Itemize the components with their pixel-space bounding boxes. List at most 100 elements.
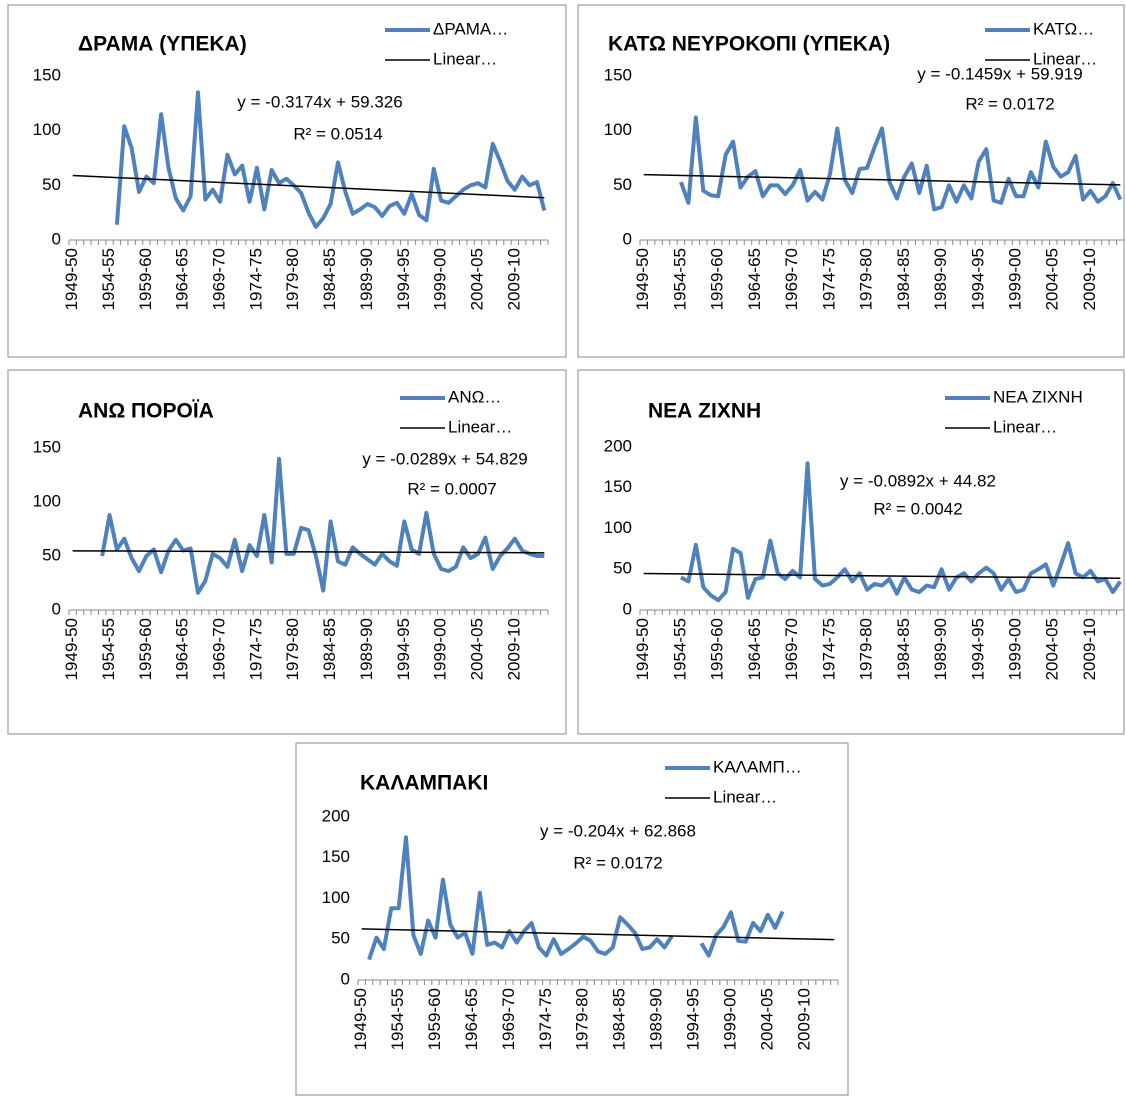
x-tick-label: 2009-10 bbox=[794, 988, 813, 1050]
y-tick-label: 0 bbox=[623, 229, 632, 248]
x-tick-label: 1999-00 bbox=[1006, 248, 1025, 310]
trend-line bbox=[72, 550, 545, 554]
y-tick-label: 100 bbox=[604, 120, 632, 139]
x-tick-label: 2009-10 bbox=[504, 618, 523, 680]
x-tick-label: 1969-70 bbox=[210, 618, 229, 680]
x-tick-label: 1974-75 bbox=[819, 618, 838, 680]
x-tick-label: 1964-65 bbox=[462, 988, 481, 1050]
x-tick-label: 1959-60 bbox=[425, 988, 444, 1050]
chart-frame bbox=[295, 742, 849, 1096]
x-tick-label: 1954-55 bbox=[670, 618, 689, 680]
chart-frame bbox=[7, 4, 567, 358]
legend-label: ΑΝΩ… bbox=[448, 387, 501, 406]
trend-equation: y = -0.3174x + 59.326 bbox=[237, 92, 402, 111]
y-tick-label: 50 bbox=[331, 929, 350, 948]
x-tick-label: 1969-70 bbox=[782, 248, 801, 310]
x-tick-label: 1984-85 bbox=[320, 248, 339, 310]
x-tick-label: 2009-10 bbox=[504, 248, 523, 310]
chart-title: ΑΝΩ ΠΟΡΟΪΑ bbox=[78, 400, 214, 423]
trend-line bbox=[72, 174, 545, 199]
x-tick-label: 2004-05 bbox=[757, 988, 776, 1050]
x-tick-label: 1969-70 bbox=[499, 988, 518, 1050]
x-tick-label: 1994-95 bbox=[394, 618, 413, 680]
x-tick-label: 2004-05 bbox=[1043, 248, 1062, 310]
trend-line bbox=[643, 173, 1121, 186]
x-tick-label: 1974-75 bbox=[246, 248, 265, 310]
x-tick-label: 2009-10 bbox=[1080, 248, 1099, 310]
legend-label: Linear… bbox=[713, 787, 777, 806]
trend-equation: y = -0.0892x + 44.82 bbox=[840, 471, 996, 490]
x-tick-label: 1959-60 bbox=[708, 618, 727, 680]
trend-equation: y = -0.0289x + 54.829 bbox=[362, 449, 527, 468]
legend-label: ΚΑΛΑΜΠ… bbox=[713, 757, 802, 776]
trend-r2: R² = 0.0172 bbox=[965, 94, 1054, 113]
x-tick-label: 1954-55 bbox=[99, 618, 118, 680]
x-tick-label: 1949-50 bbox=[62, 618, 81, 680]
x-tick-label: 1994-95 bbox=[394, 248, 413, 310]
x-tick-label: 1999-00 bbox=[1006, 618, 1025, 680]
x-tick-label: 1969-70 bbox=[210, 248, 229, 310]
chart-title: ΝΕΑ ΖΙΧΝΗ bbox=[648, 400, 761, 423]
x-tick-label: 1979-80 bbox=[857, 248, 876, 310]
y-tick-label: 150 bbox=[322, 847, 350, 866]
x-tick-label: 1949-50 bbox=[633, 248, 652, 310]
y-tick-label: 0 bbox=[52, 229, 61, 248]
legend-label: ΚΑΤΩ… bbox=[1033, 19, 1094, 38]
x-tick-label: 1954-55 bbox=[388, 988, 407, 1050]
chart-frame bbox=[577, 4, 1125, 358]
x-tick-label: 1974-75 bbox=[536, 988, 555, 1050]
legend-label: Linear… bbox=[1033, 49, 1097, 68]
data-line bbox=[100, 456, 545, 595]
x-tick-label: 1974-75 bbox=[819, 248, 838, 310]
chart-frame bbox=[7, 369, 567, 735]
x-tick-label: 1979-80 bbox=[573, 988, 592, 1050]
chart-title: ΚΑΛΑΜΠΑΚΙ bbox=[360, 772, 488, 795]
x-tick-label: 1954-55 bbox=[670, 248, 689, 310]
x-tick-label: 2004-05 bbox=[467, 618, 486, 680]
x-tick-label: 1954-55 bbox=[99, 248, 118, 310]
x-tick-label: 1994-95 bbox=[683, 988, 702, 1050]
x-tick-label: 1984-85 bbox=[610, 988, 629, 1050]
x-tick-label: 1949-50 bbox=[351, 988, 370, 1050]
y-tick-label: 100 bbox=[322, 888, 350, 907]
x-tick-label: 2004-05 bbox=[467, 248, 486, 310]
x-tick-label: 1964-65 bbox=[745, 248, 764, 310]
x-tick-label: 1974-75 bbox=[246, 618, 265, 680]
x-tick-label: 1964-65 bbox=[173, 618, 192, 680]
chart-frame bbox=[577, 369, 1125, 735]
trend-equation: y = -0.204x + 62.868 bbox=[540, 821, 696, 840]
chart-title: ΚΑΤΩ ΝΕΥΡΟΚΟΠΙ (ΥΠΕΚΑ) bbox=[608, 33, 890, 56]
x-tick-label: 1959-60 bbox=[136, 618, 155, 680]
legend-label: ΔΡΑΜΑ… bbox=[433, 19, 508, 38]
data-line bbox=[114, 90, 547, 229]
x-tick-label: 1984-85 bbox=[894, 248, 913, 310]
y-tick-label: 50 bbox=[42, 175, 61, 194]
y-tick-label: 50 bbox=[42, 545, 61, 564]
y-tick-label: 0 bbox=[52, 599, 61, 618]
x-tick-label: 1989-90 bbox=[931, 618, 950, 680]
x-tick-label: 1979-80 bbox=[283, 248, 302, 310]
y-tick-label: 100 bbox=[604, 518, 632, 537]
y-tick-label: 150 bbox=[33, 65, 61, 84]
x-tick-label: 1989-90 bbox=[647, 988, 666, 1050]
x-tick-label: 1984-85 bbox=[320, 618, 339, 680]
y-tick-label: 150 bbox=[604, 65, 632, 84]
x-tick-label: 1964-65 bbox=[173, 248, 192, 310]
y-tick-label: 50 bbox=[613, 175, 632, 194]
x-tick-label: 1959-60 bbox=[708, 248, 727, 310]
y-tick-label: 50 bbox=[613, 559, 632, 578]
y-tick-label: 100 bbox=[33, 120, 61, 139]
x-tick-label: 1994-95 bbox=[968, 248, 987, 310]
y-tick-label: 150 bbox=[604, 477, 632, 496]
x-tick-label: 1999-00 bbox=[431, 618, 450, 680]
trend-r2: R² = 0.0007 bbox=[407, 479, 496, 498]
y-tick-label: 0 bbox=[341, 969, 350, 988]
legend-label: Linear… bbox=[993, 417, 1057, 436]
trend-equation: y = -0.1459x + 59.919 bbox=[917, 64, 1082, 83]
x-tick-label: 1984-85 bbox=[894, 618, 913, 680]
y-tick-label: 150 bbox=[33, 437, 61, 456]
x-tick-label: 2009-10 bbox=[1080, 618, 1099, 680]
x-tick-label: 1979-80 bbox=[283, 618, 302, 680]
trend-line bbox=[643, 572, 1121, 579]
y-tick-label: 100 bbox=[33, 491, 61, 510]
